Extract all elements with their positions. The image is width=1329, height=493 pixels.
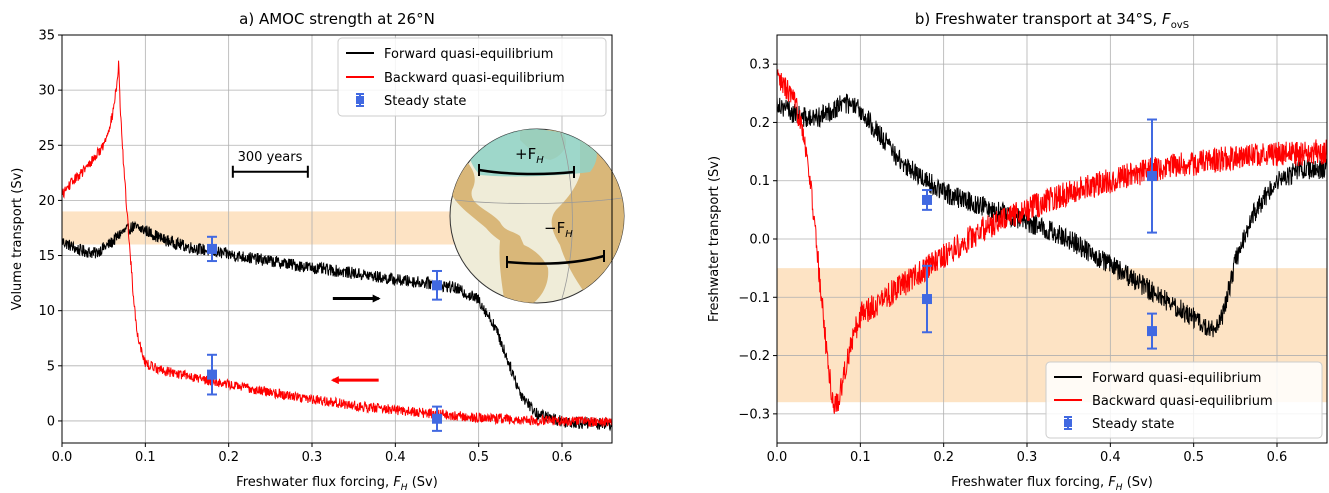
y-tick-label: 10 xyxy=(38,304,55,319)
x-tick-label: 0.5 xyxy=(1183,450,1204,465)
globe-lower-bracket xyxy=(506,254,605,265)
y-tick-label: −0.2 xyxy=(738,349,770,364)
panel-b: b) Freshwater transport at 34°S, FovS 0.… xyxy=(707,10,1328,493)
series-line-backward-quasi-equilibrium xyxy=(777,68,1327,414)
steady-state-point xyxy=(432,405,442,432)
series-line-backward-quasi-equilibrium xyxy=(62,60,612,427)
globe-upper-bracket xyxy=(478,168,575,176)
legend-frame xyxy=(1045,361,1323,439)
panel-a-lines xyxy=(62,60,612,432)
x-tick-label: 0.3 xyxy=(1017,450,1038,465)
legend-steady-swatch xyxy=(356,93,364,107)
x-tick-label: 0.5 xyxy=(468,450,489,465)
steady-state-point xyxy=(922,264,932,334)
x-tick-label: 0.2 xyxy=(933,450,954,465)
panel-b-steady-state-points xyxy=(922,118,1157,350)
x-tick-label: 0.4 xyxy=(385,450,406,465)
y-tick-label: 15 xyxy=(38,249,55,264)
panel-a-x-axis-label: Freshwater flux forcing, FH (Sv) xyxy=(236,475,438,493)
panel-a-title: a) AMOC strength at 26°N xyxy=(239,10,435,28)
panel-b-title: b) Freshwater transport at 34°S, FovS xyxy=(915,10,1189,31)
series-line-forward-quasi-equilibrium xyxy=(777,93,1327,338)
scale-bar-label: 300 years xyxy=(238,150,303,165)
y-tick-label: 35 xyxy=(38,29,55,44)
y-tick-label: 20 xyxy=(38,194,55,209)
y-tick-label: −0.1 xyxy=(738,291,770,306)
series-line-forward-quasi-equilibrium xyxy=(62,220,612,432)
panel-b-axes: 0.0 0.1 0.2 0.3 0.4 0.5 0.6 −0.3 −0.2 −0.1 0.0 0.1 0… xyxy=(738,34,1328,465)
x-tick-label: 0.4 xyxy=(1100,450,1121,465)
x-tick-label: 0.2 xyxy=(218,450,239,465)
x-tick-label: 0.3 xyxy=(302,450,323,465)
legend-backward-label: Backward quasi-equilibrium xyxy=(1092,394,1273,409)
x-tick-label: 0.0 xyxy=(52,450,73,465)
panel-b-plot-area xyxy=(777,68,1327,414)
panel-a-steady-state-points xyxy=(207,235,442,432)
legend-forward-label: Forward quasi-equilibrium xyxy=(384,47,553,62)
legend-steady-label: Steady state xyxy=(384,94,466,109)
panel-a-legend: Forward quasi-equilibrium Backward quasi… xyxy=(337,37,607,117)
globe-meridian xyxy=(559,129,573,303)
y-tick-label: 0.0 xyxy=(749,233,770,248)
steady-state-point xyxy=(207,353,217,396)
globe-label-plus-fh: +FH xyxy=(515,145,544,166)
x-tick-label: 0.1 xyxy=(850,450,871,465)
steady-state-point xyxy=(1147,312,1157,350)
legend-steady-swatch xyxy=(1064,416,1072,430)
x-tick-label: 0.6 xyxy=(1267,450,1288,465)
panel-b-y-axis-label: Freshwater transport (Sv) xyxy=(707,156,722,322)
axes-frame xyxy=(61,34,613,444)
panel-a-arrows xyxy=(330,294,381,385)
steady-state-point xyxy=(207,235,217,263)
steady-state-point xyxy=(1147,118,1157,234)
steady-state-point xyxy=(922,189,932,211)
panel-b-grid xyxy=(776,35,1327,443)
legend-frame xyxy=(337,37,607,117)
x-tick-label: 0.6 xyxy=(552,450,573,465)
y-tick-label: 30 xyxy=(38,84,55,99)
globe-land-north-america xyxy=(450,150,526,250)
y-tick-label: 5 xyxy=(47,359,55,374)
panel-a-plot-area xyxy=(62,60,612,432)
globe-parallel xyxy=(454,197,623,204)
panel-b-legend: Forward quasi-equilibrium Backward quasi… xyxy=(1045,361,1323,439)
x-tick-label: 0.0 xyxy=(767,450,788,465)
y-tick-label: 0.3 xyxy=(749,58,770,73)
panel-b-x-axis-label: Freshwater flux forcing, FH (Sv) xyxy=(951,475,1153,493)
y-tick-label: 0 xyxy=(47,414,55,429)
globe-atlantic-tint xyxy=(468,129,597,177)
panel-b-lines xyxy=(777,68,1327,414)
legend-backward-label: Backward quasi-equilibrium xyxy=(384,71,565,86)
panel-a-scale-bar: 300 years xyxy=(231,150,309,178)
y-tick-label: −0.3 xyxy=(738,407,770,422)
globe-inset: +FH −FH xyxy=(449,128,625,304)
steady-state-point xyxy=(432,269,442,301)
y-tick-label: 0.2 xyxy=(749,116,770,131)
legend-steady-label: Steady state xyxy=(1092,417,1174,432)
y-tick-label: 0.1 xyxy=(749,174,770,189)
globe-land-south-america xyxy=(499,240,549,303)
legend-forward-label: Forward quasi-equilibrium xyxy=(1092,371,1261,386)
panel-a: a) AMOC strength at 26°N 300 years xyxy=(10,10,625,493)
x-tick-label: 0.1 xyxy=(135,450,156,465)
panel-a-y-axis-label: Volume transport (Sv) xyxy=(10,168,25,311)
y-tick-label: 25 xyxy=(38,139,55,154)
globe-label-minus-fh: −FH xyxy=(544,219,573,240)
panel-a-axes: 0.0 0.1 0.2 0.3 0.4 0.5 0.6 0 5 10 15 20 25 30 35 xyxy=(38,29,613,465)
